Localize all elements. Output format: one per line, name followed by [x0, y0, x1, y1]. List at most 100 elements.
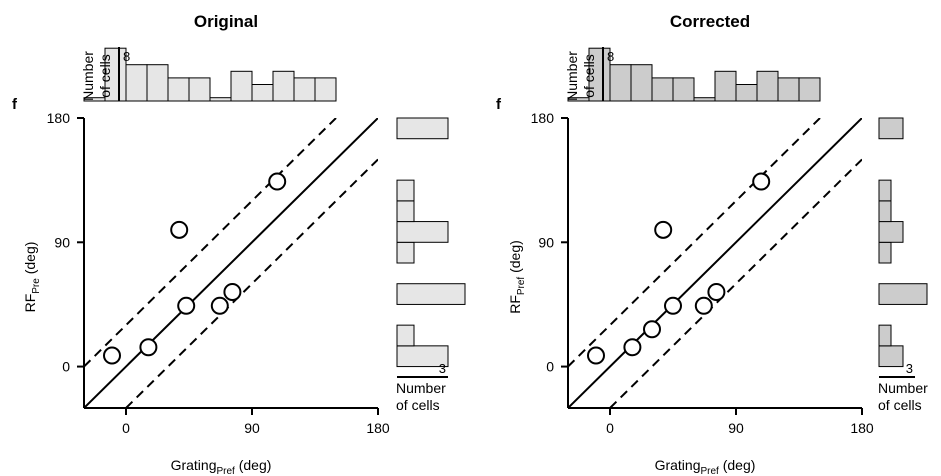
offset-line-2: [125, 158, 378, 408]
data-point-1: [103, 346, 121, 365]
top-hist-bar-7: [209, 97, 232, 102]
right-hist-bar-1: [396, 345, 449, 368]
data-point-4: [654, 220, 673, 239]
reference-lines: [84, 118, 378, 408]
top-hist-bar-10: [756, 70, 779, 102]
top-hist-bar-3: [609, 64, 632, 102]
data-point-7: [707, 283, 726, 301]
top-histogram: 8 Numberof cells: [564, 47, 821, 102]
data-point-5: [664, 296, 682, 315]
data-point-1: [587, 346, 605, 365]
data-point-7: [268, 172, 287, 191]
data-point-3: [643, 320, 661, 339]
right-hist-bar-6: [396, 200, 415, 223]
y-axis-label-sub: Pre: [31, 278, 42, 294]
x-tick-label: 0: [606, 420, 614, 436]
right-hist-bar-7: [878, 179, 892, 202]
top-hist-bar-12: [314, 77, 337, 102]
top-hist-bar-7: [693, 97, 716, 102]
offset-line-1: [568, 118, 821, 368]
right-hist-bar-2: [878, 324, 892, 347]
x-tick-label: 90: [728, 420, 744, 436]
top-hist-scale-label: 8: [123, 49, 130, 64]
x-axis-label-main: Grating: [171, 457, 217, 473]
right-hist-bar-1: [878, 345, 904, 368]
x-tick-label: 90: [244, 420, 260, 436]
top-hist-bar-11: [777, 77, 800, 102]
right-hist-axis-label-line: Number: [396, 380, 446, 396]
y-axis-label-sub: Pref: [516, 277, 527, 296]
data-point-4: [177, 296, 196, 315]
x-axis-label-sub: Pref: [217, 466, 236, 476]
x-tick-label: 180: [850, 420, 874, 436]
x-tick-label: 180: [366, 420, 390, 436]
y-axis-label: RFPref (deg): [507, 240, 527, 314]
x-tick-label: 0: [122, 420, 130, 436]
right-hist-bar-5: [878, 221, 904, 243]
right-hist-axis-label-line: of cells: [878, 397, 922, 413]
right-hist-bar-4: [878, 241, 892, 264]
right-hist-bar-5: [396, 221, 449, 243]
right-hist-scale-label: 3: [906, 361, 913, 376]
reference-lines: [568, 118, 862, 408]
top-hist-axis-label-line: of cells: [581, 54, 597, 98]
y-axis-label-main: RF: [22, 294, 38, 313]
data-point-3: [170, 220, 189, 239]
top-hist-bar-11: [293, 77, 316, 102]
top-hist-scale-label: 8: [607, 49, 614, 64]
top-hist-bar-6: [188, 77, 211, 102]
top-hist-bar-4: [146, 64, 169, 102]
data-point-6: [694, 296, 713, 315]
y-tick-label: 180: [531, 110, 555, 126]
top-hist-bar-6: [672, 77, 695, 102]
right-hist-axis-label-line: Number: [878, 380, 928, 396]
data-point-2: [139, 338, 158, 357]
identity-line: [84, 118, 378, 408]
panel-title: Corrected: [670, 12, 750, 31]
y-tick-label: 90: [54, 234, 70, 250]
offset-line-2: [609, 158, 862, 408]
top-hist-bar-8: [230, 70, 253, 102]
data-point-2: [623, 338, 642, 357]
top-hist-bar-5: [167, 77, 190, 102]
x-axis-label-unit: (deg): [235, 457, 272, 473]
y-axis-label: RFPre (deg): [22, 242, 42, 313]
top-hist-bar-5: [651, 77, 674, 102]
y-tick-label: 0: [546, 359, 554, 375]
top-hist-bar-3: [125, 64, 148, 102]
top-histogram: 8 Numberof cells: [80, 47, 337, 102]
right-hist-bar-3: [878, 283, 928, 305]
y-axis-label-unit: (deg): [22, 242, 38, 279]
data-point-6: [223, 283, 242, 301]
top-hist-axis-label-line: of cells: [97, 54, 113, 98]
y-axis-label-unit: (deg): [507, 240, 523, 277]
panel-letter: f: [496, 96, 502, 113]
right-hist-bar-8: [878, 117, 904, 140]
top-hist-axis-label-line: Number: [80, 51, 96, 101]
top-hist-bar-9: [735, 84, 758, 102]
right-hist-axis-label-line: of cells: [396, 397, 440, 413]
top-hist-bar-8: [714, 70, 737, 102]
top-hist-axis-label-line: Number: [564, 51, 580, 101]
panel-title: Original: [194, 12, 258, 31]
panel-letter: f: [12, 96, 18, 113]
y-tick-label: 180: [47, 110, 71, 126]
data-point-8: [752, 172, 771, 191]
offset-line-1: [84, 118, 337, 368]
y-axis-label-main: RF: [507, 295, 523, 314]
x-axis-label: GratingPref (deg): [655, 457, 756, 476]
identity-line: [568, 118, 862, 408]
x-axis-label-sub: Pref: [701, 466, 720, 476]
top-hist-bar-10: [272, 70, 295, 102]
right-hist-bar-2: [396, 324, 415, 347]
x-axis-label: GratingPref (deg): [171, 457, 272, 476]
right-histogram: 3 Numberof cells: [396, 117, 466, 413]
data-point-5: [210, 296, 229, 315]
right-hist-bar-6: [878, 200, 892, 223]
top-hist-bar-4: [630, 64, 653, 102]
right-hist-bar-3: [396, 283, 466, 305]
right-hist-bar-7: [396, 179, 415, 202]
